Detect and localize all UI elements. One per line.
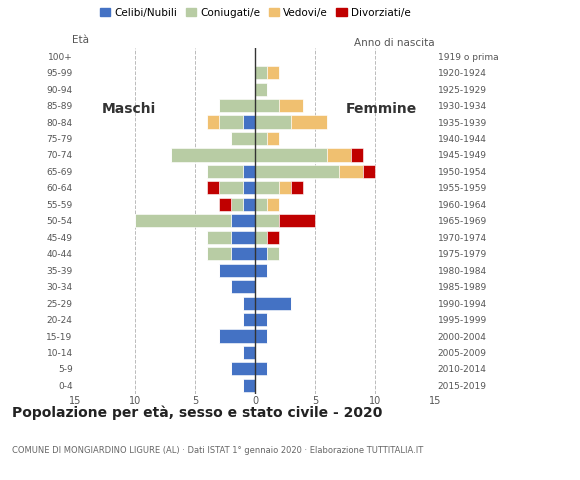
Bar (231, 362, 255, 375)
Bar (255, 264, 267, 277)
Bar (279, 214, 315, 228)
Bar (267, 247, 279, 260)
Text: COMUNE DI MONGIARDINO LIGURE (AL) · Dati ISTAT 1° gennaio 2020 · Elaborazione TU: COMUNE DI MONGIARDINO LIGURE (AL) · Dati… (12, 446, 423, 456)
Bar (231, 247, 255, 260)
Bar (267, 231, 279, 244)
Bar (231, 280, 255, 293)
Bar (255, 66, 267, 79)
Bar (339, 165, 363, 178)
Bar (171, 148, 255, 162)
Bar (231, 231, 255, 244)
Bar (207, 116, 219, 129)
Bar (255, 198, 267, 211)
Bar (219, 116, 243, 129)
Bar (291, 116, 327, 129)
Text: Popolazione per età, sesso e stato civile - 2020: Popolazione per età, sesso e stato civil… (12, 406, 382, 420)
Bar (255, 329, 267, 343)
Bar (231, 214, 255, 228)
Bar (255, 247, 267, 260)
Bar (255, 99, 279, 112)
Text: Femmine: Femmine (346, 102, 416, 116)
Bar (255, 148, 327, 162)
Bar (231, 198, 243, 211)
Bar (267, 66, 279, 79)
Bar (363, 165, 375, 178)
Bar (327, 148, 351, 162)
Bar (243, 379, 255, 392)
Bar (255, 116, 291, 129)
Bar (219, 198, 231, 211)
Bar (243, 165, 255, 178)
Bar (243, 181, 255, 194)
Bar (291, 181, 303, 194)
Bar (279, 181, 291, 194)
Bar (207, 247, 231, 260)
Bar (267, 132, 279, 145)
Bar (255, 83, 267, 96)
Bar (207, 165, 243, 178)
Bar (255, 231, 267, 244)
Bar (255, 313, 267, 326)
Bar (279, 99, 303, 112)
Bar (219, 329, 255, 343)
Bar (219, 264, 255, 277)
Bar (255, 297, 291, 310)
Bar (255, 181, 279, 194)
Bar (255, 132, 267, 145)
Bar (351, 148, 363, 162)
Text: Età: Età (72, 35, 89, 45)
Bar (267, 198, 279, 211)
Bar (207, 181, 219, 194)
Bar (243, 313, 255, 326)
Text: Anno di nascita: Anno di nascita (354, 38, 435, 48)
Bar (255, 362, 267, 375)
Bar (231, 132, 255, 145)
Bar (243, 346, 255, 359)
Bar (219, 99, 255, 112)
Bar (255, 214, 279, 228)
Bar (219, 181, 243, 194)
Bar (255, 165, 339, 178)
Bar (135, 214, 231, 228)
Text: Maschi: Maschi (102, 102, 157, 116)
Bar (243, 297, 255, 310)
Bar (243, 198, 255, 211)
Bar (243, 116, 255, 129)
Bar (207, 231, 231, 244)
Legend: Celibi/Nubili, Coniugati/e, Vedovi/e, Divorziati/e: Celibi/Nubili, Coniugati/e, Vedovi/e, Di… (100, 8, 411, 18)
